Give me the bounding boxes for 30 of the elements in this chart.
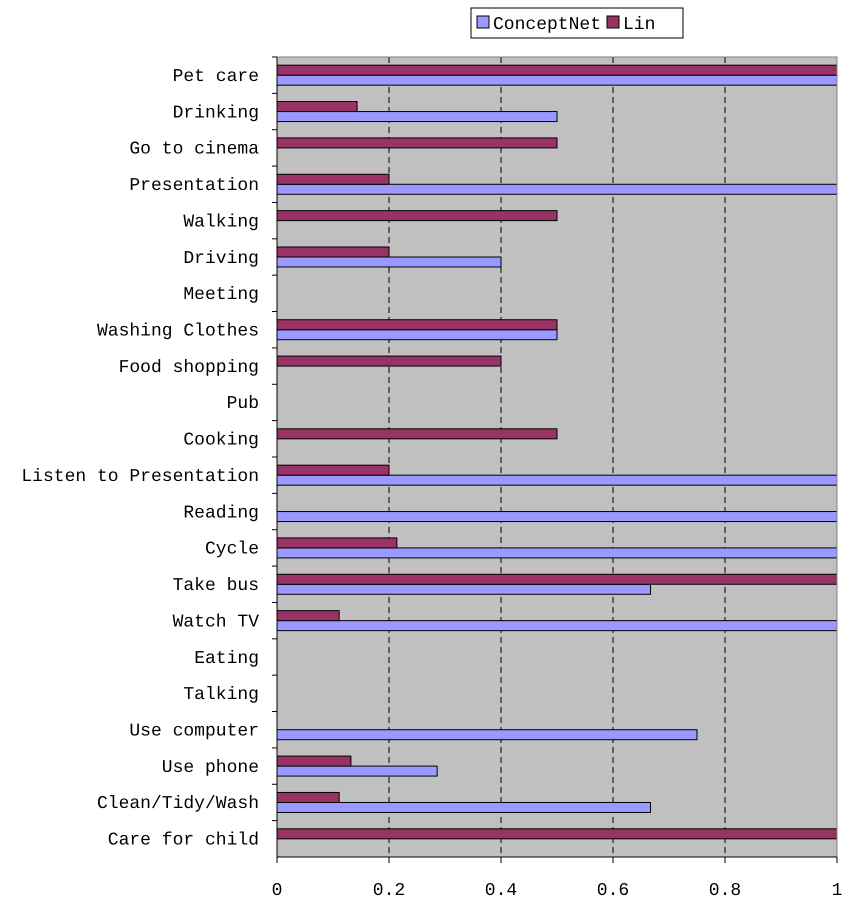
y-tick-label: Use phone [162, 758, 259, 778]
y-tick-label: Care for child [108, 830, 259, 851]
x-tick-label: 0 [272, 881, 282, 901]
y-tick-label: Pub [226, 394, 259, 414]
y-tick-label: Cooking [183, 430, 259, 451]
y-tick-label: Talking [183, 685, 259, 706]
y-tick-label: Clean/Tidy/Wash [96, 794, 259, 814]
x-tick-label: 0.2 [372, 881, 406, 901]
y-tick-label: Use computer [129, 721, 259, 742]
x-tick-label: 0.4 [484, 881, 518, 901]
y-tick-label: Meeting [183, 285, 259, 306]
y-tick-label: Take bus [172, 576, 259, 596]
legend-label: ConceptNet [493, 15, 602, 35]
y-tick-label: Food shopping [118, 358, 259, 378]
y-tick-label: Listen to Presentation [21, 466, 259, 487]
y-tick-label: Walking [183, 212, 259, 232]
y-tick-label: Reading [183, 503, 259, 524]
y-tick-label: Cycle [204, 540, 259, 560]
x-tick-label: 0.8 [708, 881, 742, 901]
y-tick-label: Eating [194, 648, 259, 669]
y-tick-label: Watch TV [172, 612, 260, 632]
y-tick-label: Pet care [172, 66, 259, 87]
y-tick-label: Presentation [129, 176, 259, 196]
y-tick-label: Washing Clothes [96, 321, 259, 342]
x-tick-label: 0.6 [596, 881, 630, 901]
y-tick-label: Go to cinema [129, 140, 260, 160]
legend-label: Lin [623, 15, 656, 35]
y-tick-label: Driving [183, 248, 259, 269]
x-tick-label: 1 [832, 881, 842, 901]
y-tick-label: Drinking [172, 103, 259, 124]
